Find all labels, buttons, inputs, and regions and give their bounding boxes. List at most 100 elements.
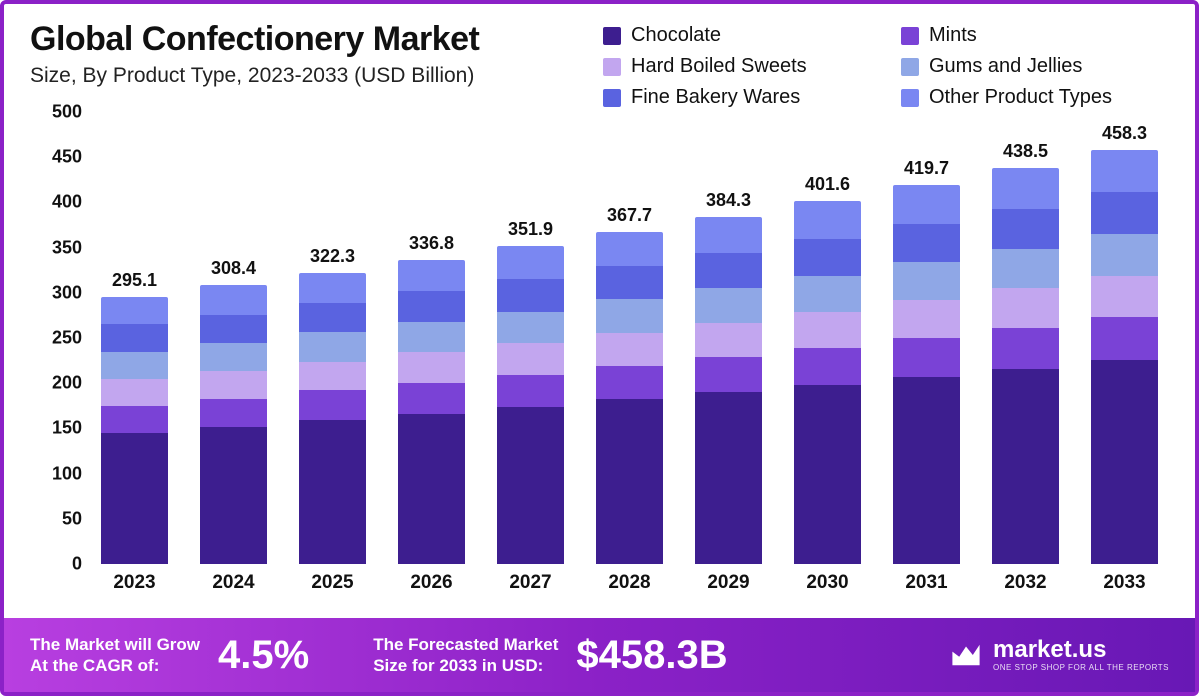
bar-total-label: 458.3 <box>1102 123 1147 144</box>
bar-segment <box>398 383 464 414</box>
y-tick: 350 <box>30 237 82 258</box>
bar-column: 351.9 <box>488 219 573 564</box>
bar-stack <box>497 246 563 564</box>
y-tick: 50 <box>30 508 82 529</box>
y-tick: 250 <box>30 328 82 349</box>
bar-segment <box>497 407 563 564</box>
bar-segment <box>101 433 167 564</box>
chart-frame: Global Confectionery Market Size, By Pro… <box>0 0 1199 696</box>
bar-segment <box>992 209 1058 249</box>
x-tick: 2032 <box>983 564 1068 598</box>
x-axis: 2023202420252026202720282029203020312032… <box>92 564 1167 598</box>
bar-segment <box>101 324 167 351</box>
bar-segment <box>200 371 266 399</box>
brand: market.us ONE STOP SHOP FOR ALL THE REPO… <box>949 638 1169 672</box>
bar-stack <box>299 273 365 564</box>
x-tick: 2033 <box>1082 564 1167 598</box>
bar-column: 295.1 <box>92 270 177 564</box>
bar-segment <box>794 276 860 312</box>
bar-segment <box>596 232 662 266</box>
legend-swatch <box>603 89 621 107</box>
bar-segment <box>893 338 959 377</box>
bar-segment <box>695 357 761 392</box>
y-tick: 450 <box>30 147 82 168</box>
bar-total-label: 438.5 <box>1003 141 1048 162</box>
legend-item: Chocolate <box>603 24 871 47</box>
bar-segment <box>695 392 761 564</box>
bar-segment <box>497 343 563 375</box>
bar-stack <box>695 217 761 564</box>
legend-swatch <box>901 58 919 76</box>
legend-label: Chocolate <box>631 24 721 47</box>
footer-banner: The Market will Grow At the CAGR of: 4.5… <box>4 618 1195 692</box>
bar-column: 401.6 <box>785 174 870 564</box>
y-tick: 150 <box>30 418 82 439</box>
bar-segment <box>299 332 365 362</box>
y-tick: 400 <box>30 192 82 213</box>
brand-tagline: ONE STOP SHOP FOR ALL THE REPORTS <box>993 664 1169 672</box>
x-tick: 2030 <box>785 564 870 598</box>
plot-area: 295.1 308.4 322.3336.8351.9 367.7 384.3401.6… <box>92 112 1167 564</box>
bar-segment <box>200 285 266 314</box>
bar-stack <box>398 260 464 564</box>
bar-total-label: 419.7 <box>904 158 949 179</box>
bar-segment <box>398 260 464 291</box>
legend-swatch <box>901 89 919 107</box>
legend-swatch <box>603 58 621 76</box>
forecast-label: The Forecasted Market Size for 2033 in U… <box>373 634 558 677</box>
legend-item: Gums and Jellies <box>901 55 1169 78</box>
bar-segment <box>497 375 563 407</box>
chart-area: 050100150200250300350400450500 295.1308.… <box>30 112 1169 598</box>
legend-item: Other Product Types <box>901 86 1169 109</box>
bar-segment <box>398 352 464 383</box>
x-tick: 2031 <box>884 564 969 598</box>
bar-column: 384.3 <box>686 190 771 564</box>
x-tick: 2024 <box>191 564 276 598</box>
bar-segment <box>497 279 563 312</box>
bar-column: 322.3 <box>290 246 375 564</box>
bar-group: 295.1 308.4 322.3336.8351.9 367.7 384.3401.6… <box>92 112 1167 564</box>
bar-segment <box>695 253 761 288</box>
bar-stack <box>992 168 1058 564</box>
bar-segment <box>299 390 365 420</box>
bar-total-label: 367.7 <box>607 205 652 226</box>
forecast-value: $458.3B <box>576 633 727 678</box>
bar-segment <box>1091 234 1157 276</box>
legend-label: Gums and Jellies <box>929 55 1082 78</box>
cagr-value: 4.5% <box>218 633 309 678</box>
bar-segment <box>398 322 464 353</box>
bar-segment <box>893 224 959 262</box>
bar-segment <box>992 168 1058 209</box>
x-tick: 2029 <box>686 564 771 598</box>
bar-segment <box>893 300 959 338</box>
bar-segment <box>794 385 860 564</box>
bar-segment <box>794 201 860 239</box>
chart-subtitle: Size, By Product Type, 2023-2033 (USD Bi… <box>30 64 585 88</box>
bar-column: 438.5 <box>983 141 1068 564</box>
bar-segment <box>794 239 860 276</box>
legend-item: Fine Bakery Wares <box>603 86 871 109</box>
bar-segment <box>200 315 266 343</box>
legend-label: Mints <box>929 24 977 47</box>
bar-segment <box>1091 360 1157 564</box>
bar-segment <box>1091 192 1157 234</box>
y-tick: 500 <box>30 102 82 123</box>
bar-column: 336.8 <box>389 233 474 564</box>
bar-segment <box>497 312 563 344</box>
legend-swatch <box>901 27 919 45</box>
bar-segment <box>299 362 365 391</box>
bar-segment <box>992 369 1058 564</box>
bar-total-label: 308.4 <box>211 258 256 279</box>
bar-column: 308.4 <box>191 258 276 564</box>
bar-segment <box>893 377 959 564</box>
bar-segment <box>794 312 860 348</box>
bar-segment <box>596 266 662 299</box>
bar-stack <box>200 285 266 564</box>
bar-segment <box>497 246 563 279</box>
legend-label: Other Product Types <box>929 86 1112 109</box>
bar-stack <box>794 201 860 564</box>
bar-segment <box>596 399 662 564</box>
bar-segment <box>398 291 464 322</box>
bar-segment <box>695 217 761 253</box>
bar-segment <box>1091 276 1157 318</box>
